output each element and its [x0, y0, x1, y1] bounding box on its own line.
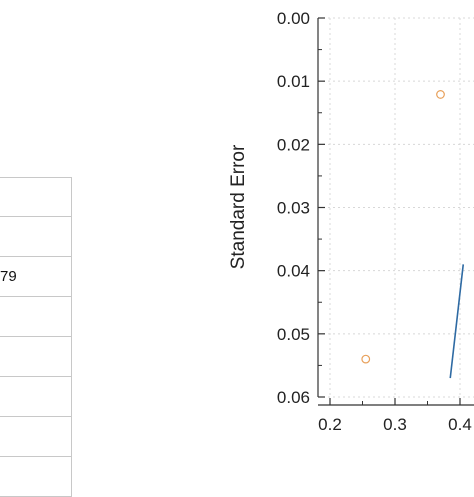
x-tick-label: 0.2 [318, 415, 342, 434]
table-row [0, 417, 72, 457]
table-row [0, 217, 72, 257]
y-axis-label: Standard Error [228, 144, 249, 269]
x-tick-label: 0.3 [383, 415, 407, 434]
table-row [0, 297, 72, 337]
data-point [361, 354, 371, 364]
y-tick-label: 0.02 [277, 135, 310, 154]
grid [318, 17, 474, 398]
table-row [0, 177, 72, 217]
data-point [436, 90, 445, 99]
table-row [0, 377, 72, 417]
marks [361, 90, 465, 379]
y-tick-label: 0.05 [277, 325, 310, 344]
table-row [0, 337, 72, 377]
y-tick-label: 0.03 [277, 199, 310, 218]
table-fragment: 79 [0, 177, 72, 497]
y-tick-label: 0.00 [277, 9, 310, 28]
funnel-plot: 0.00 0.01 0.02 0.03 0.04 0.05 0.06 0.2 0.3 0.4 St… [228, 9, 474, 434]
funnel-line [449, 264, 465, 379]
table-row: 79 [0, 257, 72, 297]
y-tick-label: 0.01 [277, 72, 310, 91]
y-tick-label: 0.06 [277, 388, 310, 407]
x-tick-label: 0.4 [448, 415, 472, 434]
axes: 0.00 0.01 0.02 0.03 0.04 0.05 0.06 0.2 0.3 0.4 [277, 9, 474, 434]
y-tick-label: 0.04 [277, 262, 310, 281]
